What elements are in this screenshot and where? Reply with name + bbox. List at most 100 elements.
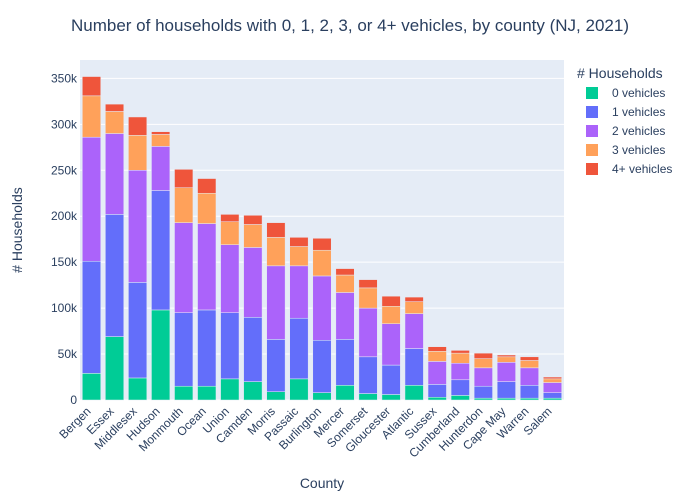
bar-segment — [289, 317, 309, 380]
bar-segment — [266, 339, 286, 392]
y-axis-ticks: 0 50k 100k 150k 200k 250k 300k 350k — [51, 71, 78, 407]
bar-segment — [543, 376, 562, 380]
bar-segment — [197, 192, 217, 224]
x-axis-ticks: BergenEssexMiddlesexHudsonMonmouthOceanU… — [56, 404, 554, 461]
bar-segment — [496, 397, 516, 401]
bar-segment — [312, 275, 332, 341]
bar-segment — [128, 116, 148, 136]
y-tick-label: 150k — [51, 255, 78, 269]
legend-swatch — [586, 87, 598, 99]
bar-segment — [404, 313, 424, 349]
bar-segment — [519, 397, 539, 401]
bar-segment — [220, 378, 240, 401]
bar-segment — [197, 309, 217, 387]
legend-title: # Households — [577, 65, 663, 81]
bar-segment — [473, 367, 493, 387]
legend-swatch — [586, 163, 598, 175]
bar-segment — [105, 133, 125, 215]
bar-segment — [174, 222, 194, 313]
bar-segment — [381, 295, 401, 307]
bar-segment — [335, 385, 355, 401]
bar-segment — [151, 134, 171, 147]
bar-segment — [82, 95, 101, 138]
y-axis-label: # Households — [9, 187, 25, 273]
bar-segment — [266, 265, 286, 340]
bar-segment — [312, 340, 332, 393]
bar-segment — [151, 131, 171, 135]
bar-segment — [243, 317, 263, 382]
bar-segment — [312, 392, 332, 401]
legend-entry: 3 vehicles — [612, 143, 665, 157]
bar-segment — [496, 354, 516, 358]
bar-segment — [266, 237, 286, 267]
bar-segment — [543, 397, 562, 401]
x-axis-label: County — [300, 475, 344, 491]
bar-segment — [174, 169, 194, 188]
bar-segment — [381, 364, 401, 395]
bar-segment — [519, 356, 539, 361]
bar-segment — [243, 247, 263, 318]
bar-segment — [289, 265, 309, 319]
bar-segment — [174, 385, 194, 401]
bar-segment — [266, 222, 286, 238]
bar-segment — [243, 215, 263, 225]
y-tick-label: 100k — [51, 301, 78, 315]
bar-segment — [128, 170, 148, 283]
bar-segment — [197, 223, 217, 311]
bar-segment — [358, 393, 378, 401]
bar-segment — [335, 268, 355, 276]
bar-segment — [450, 350, 470, 354]
bar-segment — [335, 292, 355, 340]
bar-segment — [335, 274, 355, 293]
bar-segment — [243, 381, 263, 401]
bar-segment — [496, 381, 516, 399]
bar-segment — [473, 352, 493, 359]
bar-segment — [220, 214, 240, 222]
bar-segment — [266, 391, 286, 401]
bar-segment — [174, 312, 194, 387]
bars — [82, 76, 562, 401]
bar-segment — [404, 301, 424, 314]
bar-segment — [197, 178, 217, 194]
bar-segment — [312, 238, 332, 251]
bar-segment — [220, 221, 240, 245]
y-tick-label: 0 — [70, 393, 77, 407]
bar-segment — [427, 396, 447, 401]
bar-segment — [427, 346, 447, 352]
bar-segment — [543, 378, 562, 383]
bar-segment — [543, 392, 562, 399]
bar-segment — [289, 246, 309, 267]
y-tick-label: 300k — [51, 117, 78, 131]
legend-swatch — [586, 106, 598, 118]
y-tick-label: 350k — [51, 71, 78, 85]
bar-segment — [519, 360, 539, 369]
bar-segment — [151, 190, 171, 311]
legend-swatch — [586, 144, 598, 156]
bar-segment — [151, 146, 171, 191]
bar-segment — [404, 348, 424, 386]
bar-segment — [105, 111, 125, 134]
bar-segment — [358, 287, 378, 309]
y-tick-label: 200k — [51, 209, 78, 223]
y-tick-label: 50k — [58, 347, 78, 361]
bar-segment — [335, 339, 355, 386]
bar-segment — [543, 382, 562, 393]
bar-segment — [381, 306, 401, 324]
legend: # Households 0 vehicles 1 vehicles 2 vehic… — [577, 65, 672, 176]
bar-segment — [128, 377, 148, 401]
bar-segment — [358, 307, 378, 358]
bar-segment — [82, 136, 101, 262]
bar-segment — [105, 103, 125, 112]
bar-segment — [450, 379, 470, 396]
bar-segment — [312, 249, 332, 277]
bar-segment — [427, 361, 447, 385]
bar-segment — [105, 214, 125, 337]
bar-segment — [358, 279, 378, 289]
bar-segment — [128, 135, 148, 171]
legend-swatch — [586, 125, 598, 137]
bar-segment — [427, 384, 447, 398]
chart-title: Number of households with 0, 1, 2, 3, or… — [71, 16, 629, 35]
bar-segment — [289, 378, 309, 401]
bar-segment — [358, 356, 378, 394]
bar-segment — [289, 237, 309, 247]
